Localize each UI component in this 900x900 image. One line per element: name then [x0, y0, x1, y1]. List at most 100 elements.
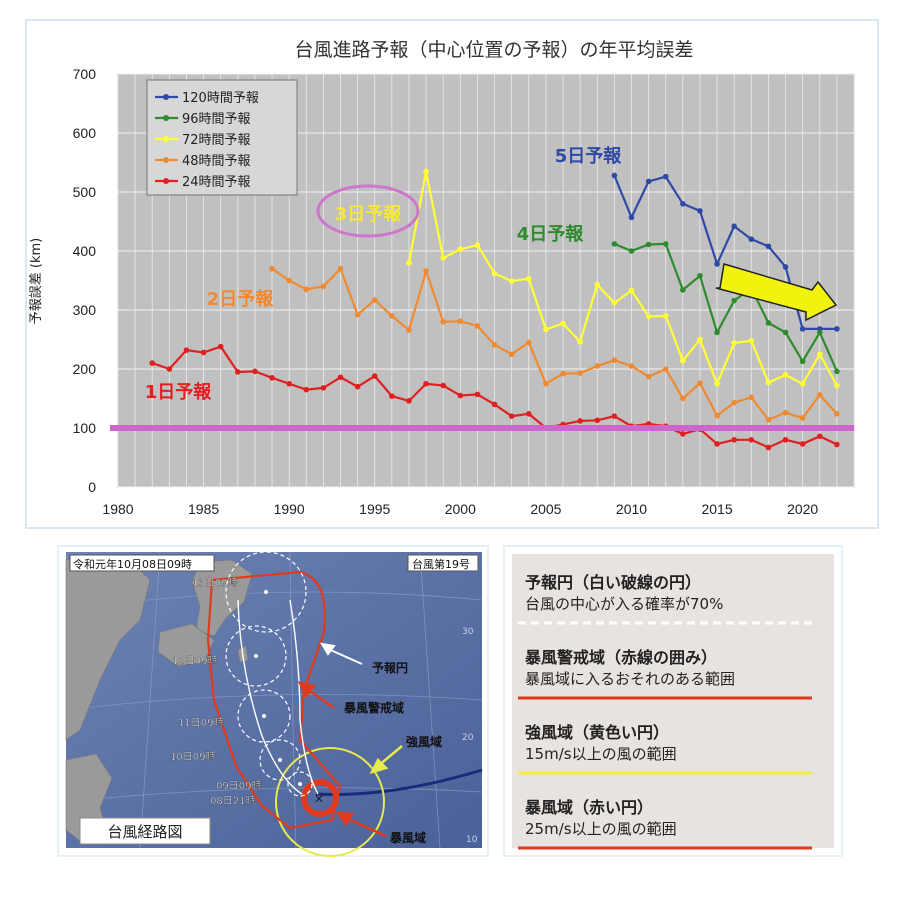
map-grid-label: 10 — [466, 835, 478, 845]
data-point — [834, 368, 840, 375]
map-datetime-box — [69, 554, 215, 572]
x-tick-label: 1980 — [102, 501, 133, 517]
error-chart: 台風進路予報（中心位置の予報）の年平均誤差 0 100 200 300 400 500 60… — [25, 19, 879, 529]
legend-marker — [163, 157, 169, 163]
data-point — [697, 336, 703, 343]
data-point — [594, 281, 601, 288]
data-point — [577, 370, 583, 376]
legend-item-desc: 25m/s以上の風の範囲 — [525, 820, 677, 838]
data-point — [594, 417, 601, 424]
data-point — [508, 351, 515, 358]
data-point — [799, 358, 806, 365]
y-tick-label: 0 — [88, 479, 96, 495]
legend-label: 48時間予報 — [182, 154, 251, 169]
data-point — [474, 323, 481, 329]
data-point — [200, 349, 207, 356]
data-point — [816, 433, 823, 440]
data-point — [423, 168, 429, 175]
forecast-time-label: 12日09時 — [172, 655, 217, 667]
x-tick-label: 1990 — [274, 501, 305, 517]
data-point — [508, 278, 515, 284]
data-point — [816, 329, 823, 336]
data-point — [423, 380, 429, 387]
series-line — [407, 171, 838, 387]
legend-marker — [163, 136, 169, 142]
data-point — [406, 398, 412, 404]
data-point — [714, 329, 720, 336]
trend-arrow — [715, 263, 838, 322]
data-point — [611, 172, 618, 179]
series-line — [613, 175, 837, 330]
data-point — [474, 242, 481, 248]
data-point — [628, 363, 635, 369]
map-grid-label: 30 — [462, 627, 474, 637]
data-point — [748, 437, 755, 443]
data-point — [697, 208, 703, 214]
data-point — [149, 360, 156, 366]
map-callout-label: 強風域 — [406, 734, 442, 749]
forecast-time-label: 13日09時 — [192, 577, 237, 589]
series-layer — [110, 168, 854, 451]
data-point — [834, 441, 840, 448]
data-point — [628, 214, 635, 221]
data-point — [491, 342, 498, 348]
data-point — [371, 373, 378, 379]
data-point — [680, 395, 686, 402]
data-point — [731, 340, 737, 346]
legend-label: 120時間予報 — [182, 91, 259, 106]
data-point — [765, 416, 772, 423]
data-point — [748, 337, 755, 344]
data-point — [628, 248, 635, 254]
series-line — [613, 242, 838, 372]
data-point — [714, 380, 720, 387]
data-point — [731, 399, 737, 406]
data-point — [662, 366, 669, 372]
legend-box — [146, 79, 298, 196]
3day-highlight-ellipse — [316, 184, 420, 238]
data-point — [714, 441, 720, 447]
legend-marker — [163, 178, 169, 184]
data-point — [406, 327, 412, 333]
x-tick-label: 1985 — [188, 501, 219, 517]
y-tick-label: 400 — [73, 243, 97, 259]
data-point — [765, 243, 772, 250]
data-point — [577, 339, 583, 345]
data-point — [406, 260, 412, 266]
map-callout-label: 予報円 — [372, 660, 408, 675]
chart-title: 台風進路予報（中心位置の予報）の年平均誤差 — [294, 39, 693, 61]
data-point — [697, 272, 703, 279]
map-datetime-label: 令和元年10月08日09時 — [73, 557, 192, 571]
x-tick-label: 2010 — [616, 501, 647, 517]
data-point — [645, 373, 652, 380]
series-line — [271, 266, 838, 422]
x-tick-label: 2020 — [787, 501, 818, 517]
data-point — [423, 268, 429, 274]
data-point — [560, 370, 566, 377]
data-point — [645, 313, 652, 320]
data-point — [337, 374, 344, 381]
data-point — [680, 431, 686, 437]
y-axis-label: 予報誤差 (km) — [28, 238, 44, 324]
legend-item-title: 暴風警戒域（赤線の囲み） — [524, 648, 717, 667]
data-point — [731, 223, 737, 230]
series-0 — [611, 172, 840, 332]
data-point — [320, 283, 327, 290]
data-point — [286, 277, 292, 284]
data-point — [628, 287, 635, 294]
data-point — [799, 380, 806, 387]
data-point — [269, 265, 275, 272]
data-point — [662, 241, 669, 247]
data-point — [354, 311, 361, 318]
data-point — [731, 297, 737, 304]
legend-label: 72時間予報 — [182, 133, 251, 148]
map-callout-label: 暴風警戒域 — [343, 700, 404, 715]
x-tick-label: 2000 — [445, 501, 476, 517]
data-point — [680, 201, 686, 207]
map-caption: 台風経路図 — [107, 823, 182, 841]
legend-marker — [163, 115, 169, 121]
data-point — [782, 329, 789, 336]
data-point — [235, 369, 241, 375]
data-point — [782, 372, 789, 378]
y-tick-label: 600 — [73, 125, 97, 141]
annotation-label: 3日予報 — [335, 203, 403, 225]
